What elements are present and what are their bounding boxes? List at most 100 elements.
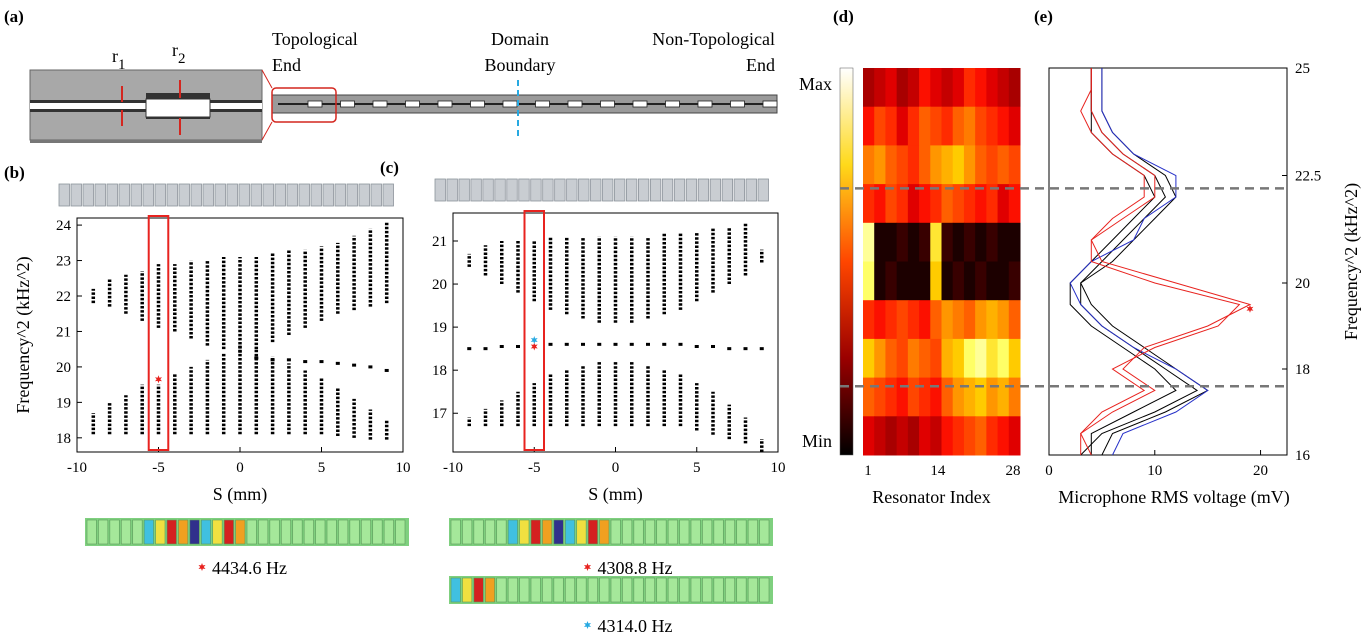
heat-cell bbox=[941, 338, 954, 379]
resonator-icon bbox=[542, 178, 554, 202]
y-tick-label: 20 bbox=[1295, 276, 1310, 292]
resonator-icon bbox=[94, 183, 106, 207]
heat-cell bbox=[919, 338, 931, 379]
plot-frame bbox=[1048, 67, 1288, 456]
heat-cell bbox=[986, 377, 999, 417]
mode-cell bbox=[484, 577, 496, 603]
resonator-icon bbox=[250, 183, 262, 207]
slot bbox=[372, 100, 388, 108]
y-tick-label: 21 bbox=[432, 234, 447, 250]
heat-cell bbox=[986, 222, 999, 262]
heat-cell bbox=[941, 222, 954, 262]
heat-cell bbox=[863, 106, 875, 146]
colorbar bbox=[839, 67, 854, 456]
y-tick-label: 20 bbox=[56, 360, 71, 376]
heat-cell bbox=[963, 300, 976, 340]
heat-cell bbox=[930, 300, 942, 340]
zoom-line bbox=[261, 121, 273, 141]
mode-cell bbox=[383, 519, 394, 545]
mode-cell bbox=[120, 519, 132, 545]
heat-cell bbox=[941, 145, 954, 185]
resonator-icon bbox=[370, 183, 382, 207]
resonator-icon bbox=[470, 178, 482, 202]
heat-cell bbox=[863, 145, 875, 185]
slot bbox=[437, 100, 453, 108]
resonator-icon bbox=[286, 183, 298, 207]
heat-cell bbox=[963, 106, 976, 146]
heat-cell bbox=[907, 416, 920, 456]
x-tick-label: -10 bbox=[67, 460, 87, 476]
edge-point bbox=[662, 342, 667, 346]
heat-cell bbox=[1008, 338, 1021, 379]
resonator-icon bbox=[214, 183, 226, 207]
heat-cell bbox=[975, 261, 987, 301]
y-tick-label: 16 bbox=[1295, 448, 1311, 464]
heat-cell bbox=[919, 106, 931, 146]
heat-cell bbox=[963, 222, 976, 262]
resonator-icon bbox=[458, 178, 470, 202]
heat-cell bbox=[930, 184, 942, 224]
heat-cell bbox=[963, 338, 976, 379]
heat-cell bbox=[997, 68, 1010, 108]
edge-point bbox=[646, 342, 650, 346]
heat-cell bbox=[885, 184, 898, 224]
mode-cell bbox=[519, 519, 530, 545]
mode-cell bbox=[223, 519, 234, 545]
mode-cell bbox=[622, 519, 633, 545]
heat-cell bbox=[963, 68, 976, 108]
heat-cell bbox=[1008, 222, 1021, 262]
trace bbox=[1080, 68, 1241, 456]
resonator-icon bbox=[602, 178, 614, 202]
mode-label: 4314.0 Hz bbox=[598, 616, 673, 632]
heat-cell bbox=[997, 184, 1010, 224]
heat-cell bbox=[874, 416, 886, 456]
x-tick-label: -5 bbox=[528, 460, 541, 476]
resonator-icon bbox=[530, 178, 542, 202]
slot bbox=[697, 100, 713, 108]
resonator-icon bbox=[614, 178, 626, 202]
heat-cell bbox=[907, 68, 920, 108]
resonator-icon bbox=[346, 183, 358, 207]
heat-cell bbox=[997, 222, 1010, 262]
y-tick-label: 17 bbox=[432, 406, 448, 422]
mode-cell bbox=[702, 519, 713, 545]
mode-cell bbox=[292, 519, 303, 545]
slot bbox=[470, 100, 485, 108]
heat-cell bbox=[896, 145, 909, 185]
resonator-icon bbox=[590, 178, 602, 202]
resonator-icon bbox=[322, 183, 334, 207]
mode-cell bbox=[326, 519, 337, 545]
y-axis-title: Frequency^2 (kHz^2) bbox=[13, 256, 34, 413]
inset-edge bbox=[30, 140, 262, 143]
x-tick-label: 0 bbox=[612, 460, 620, 476]
edge-point bbox=[564, 342, 569, 346]
resonator-icon bbox=[434, 178, 446, 202]
y-tick-label: 18 bbox=[56, 431, 71, 447]
resonator-icon bbox=[298, 183, 310, 207]
mode-cell bbox=[690, 577, 701, 603]
x-tick-label: 10 bbox=[771, 460, 786, 476]
resonator-icon bbox=[721, 178, 734, 202]
edge-point bbox=[286, 358, 291, 362]
mode-cell bbox=[109, 519, 120, 545]
slot bbox=[600, 100, 615, 108]
mode-cell bbox=[372, 519, 383, 545]
mode-cell bbox=[587, 519, 598, 545]
mode-marker bbox=[530, 342, 538, 351]
x-tick-label: 0 bbox=[1045, 463, 1053, 479]
heat-cell bbox=[896, 222, 909, 262]
heat-cell bbox=[952, 184, 965, 224]
heat-cell bbox=[986, 145, 999, 185]
heat-cell bbox=[963, 416, 976, 456]
resonator-icon bbox=[202, 183, 214, 207]
resonator-icon bbox=[130, 183, 142, 207]
heat-cell bbox=[885, 106, 898, 146]
heat-cell bbox=[863, 300, 875, 340]
mode-cell bbox=[622, 577, 633, 603]
zoom-box bbox=[271, 87, 337, 123]
heat-cell bbox=[896, 68, 909, 108]
heat-cell bbox=[896, 106, 909, 146]
panel-label: (b) bbox=[4, 163, 25, 182]
heat-cell bbox=[919, 300, 931, 340]
resonator-icon bbox=[733, 178, 745, 202]
